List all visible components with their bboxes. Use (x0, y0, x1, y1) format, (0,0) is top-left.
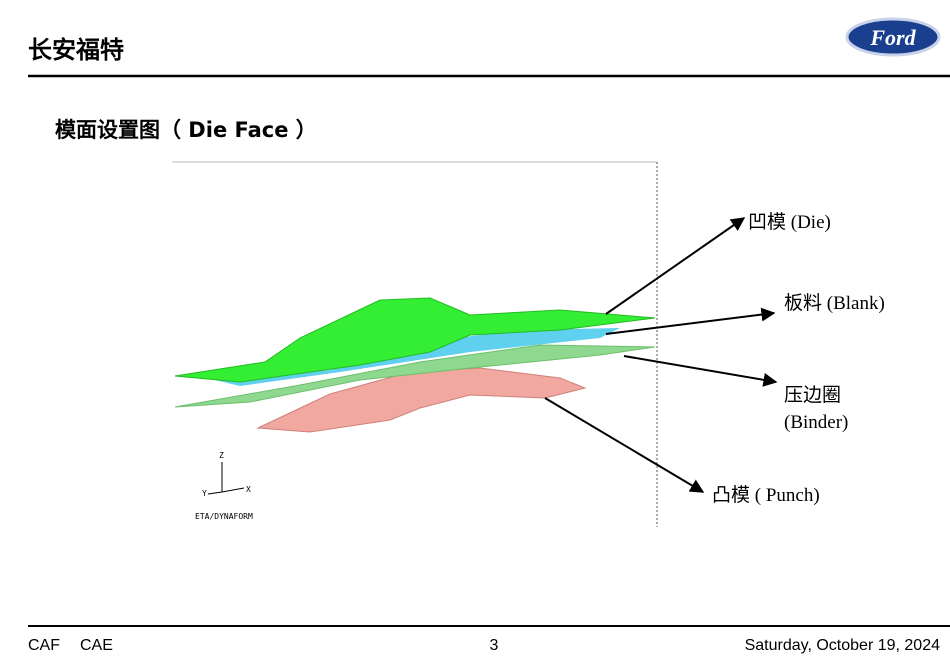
header-title: 长安福特 (28, 36, 124, 64)
part-label: 压边圈 (784, 384, 841, 406)
logo-text: Ford (869, 25, 916, 50)
axis-label: X (246, 485, 251, 494)
part-label: 凸模 ( Punch) (712, 484, 820, 506)
part-label: 凹模 (Die) (748, 211, 831, 233)
footer-text: CAE (80, 637, 113, 654)
die-face-image: Z Y X ETA/DYNAFORM (172, 161, 658, 527)
page-number: 3 (490, 637, 499, 654)
footer-text: CAF (28, 637, 60, 654)
logo: Ford (845, 17, 941, 57)
slide-title: 模面设置图（ Die Face ） (55, 118, 317, 142)
footer-date: Saturday, October 19, 2024 (745, 637, 940, 654)
axis-label: Y (202, 489, 207, 498)
arrows (544, 217, 778, 493)
part-label: (Binder) (784, 412, 848, 433)
part-label: 板料 (Blank) (784, 292, 885, 314)
software-label: ETA/DYNAFORM (195, 512, 253, 521)
axis-label: Z (219, 451, 224, 460)
